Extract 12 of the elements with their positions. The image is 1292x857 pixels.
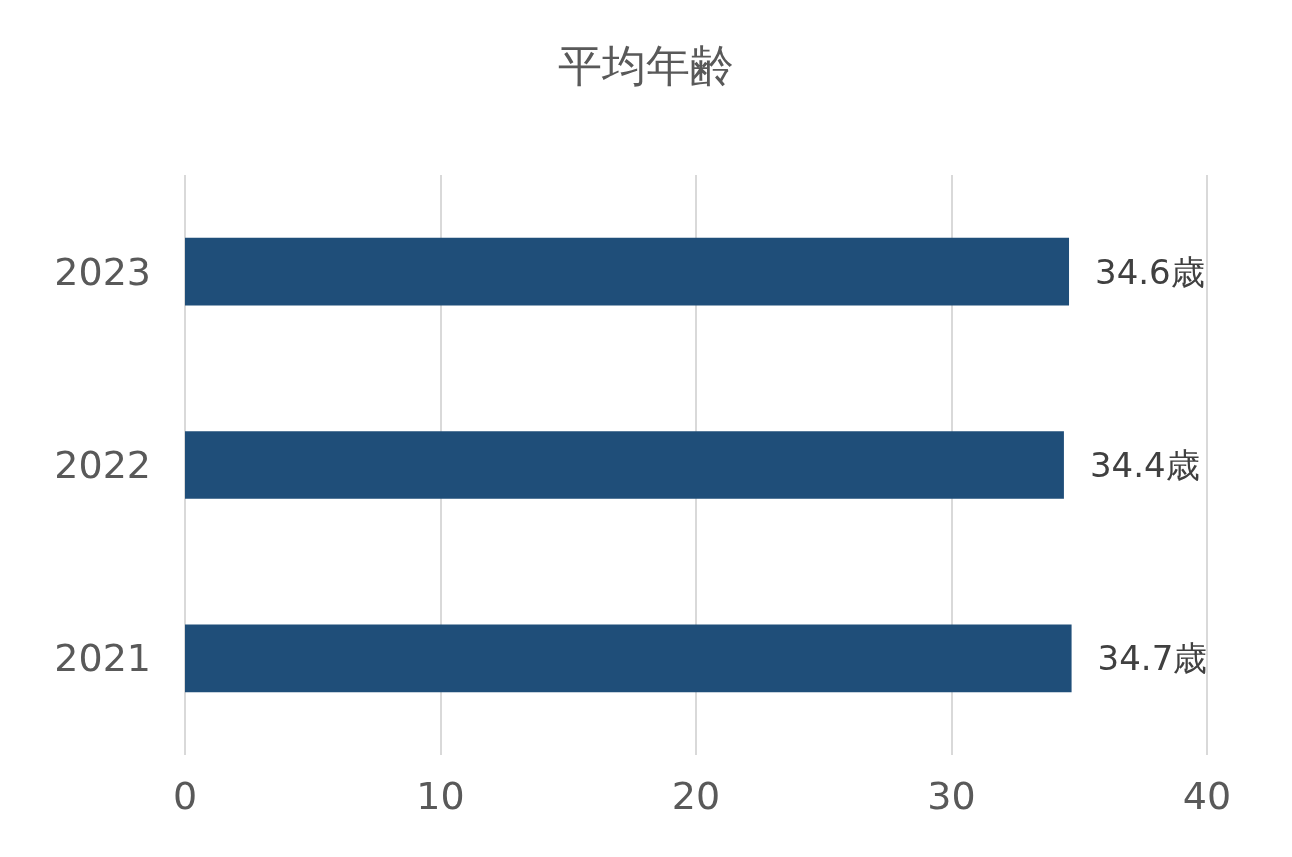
x-tick-label: 30 xyxy=(927,774,976,818)
data-label: 34.4歳 xyxy=(1089,445,1200,485)
x-tick-label: 20 xyxy=(671,774,721,818)
chart-title: 平均年齢 xyxy=(558,39,734,91)
y-tick-label: 2022 xyxy=(54,443,151,487)
y-tick-label: 2021 xyxy=(54,636,151,681)
x-tick-label: 10 xyxy=(416,774,465,818)
y-tick-label: 2023 xyxy=(54,249,151,294)
data-label: 34.7歳 xyxy=(1097,638,1208,679)
x-tick-label: 0 xyxy=(172,774,198,818)
data-label: 34.6歳 xyxy=(1095,251,1205,292)
x-tick-label: 40 xyxy=(1182,774,1232,818)
